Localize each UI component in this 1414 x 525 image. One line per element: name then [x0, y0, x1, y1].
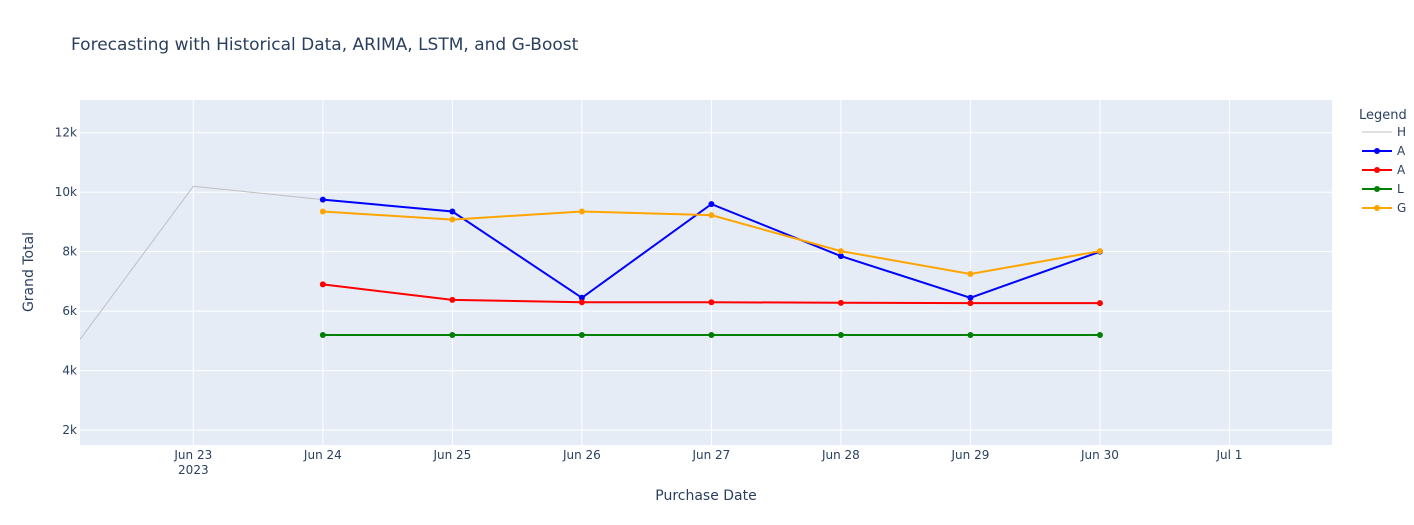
data-point [449, 296, 456, 303]
legend-label: A [1397, 144, 1406, 158]
data-point [1096, 300, 1103, 307]
y-axis-title: Grand Total [21, 232, 37, 312]
y-tick-label: 10k [55, 185, 77, 199]
x-tick-label: Jun 26 [562, 448, 601, 462]
x-tick-label: Jun 25 [432, 448, 471, 462]
plot-area [80, 100, 1332, 445]
data-point [578, 294, 585, 301]
series-1 [319, 196, 1103, 301]
y-tick-label: 12k [55, 126, 77, 140]
legend-label: G [1397, 201, 1406, 215]
data-point [967, 300, 974, 307]
y-axis-ticks: 2k 4k 6k 8k 10k 12k [55, 126, 77, 437]
x-tick-label: Jul 1 [1215, 448, 1242, 462]
series-2 [319, 281, 1103, 307]
data-point [708, 331, 715, 338]
data-point [319, 281, 326, 288]
legend-item[interactable]: A [1362, 144, 1406, 158]
legend-item[interactable]: L [1362, 182, 1404, 196]
y-tick-label: 4k [62, 364, 77, 378]
data-point [1096, 331, 1103, 338]
data-point [708, 212, 715, 219]
series-3 [319, 331, 1103, 338]
data-point [967, 270, 974, 277]
legend-marker [1374, 167, 1380, 173]
legend-item[interactable]: A [1362, 163, 1406, 177]
legend-marker [1374, 205, 1380, 211]
data-point [319, 208, 326, 215]
data-point [967, 331, 974, 338]
legend-title: Legend [1359, 108, 1407, 123]
data-point [578, 208, 585, 215]
x-axis-title: Purchase Date [655, 488, 757, 504]
data-point [708, 201, 715, 208]
data-point [837, 248, 844, 255]
x-tick-label: Jun 29 [951, 448, 990, 462]
series-4 [319, 208, 1103, 277]
data-point [578, 331, 585, 338]
legend-label: H [1397, 125, 1406, 139]
data-point [449, 331, 456, 338]
data-point [837, 253, 844, 260]
x-tick-label: Jun 28 [821, 448, 860, 462]
x-tick-sublabel: 2023 [178, 463, 209, 477]
legend-label: A [1397, 163, 1406, 177]
data-point [708, 299, 715, 306]
data-point [837, 299, 844, 306]
legend-item[interactable]: H [1362, 125, 1406, 139]
series-layer [80, 185, 1103, 340]
legend-marker [1374, 148, 1380, 154]
chart-title: Forecasting with Historical Data, ARIMA,… [71, 35, 579, 55]
legend-label: L [1397, 182, 1404, 196]
data-point [449, 216, 456, 223]
legend-marker [1374, 186, 1380, 192]
data-point [319, 196, 326, 203]
data-point [1096, 248, 1103, 255]
x-tick-label: Jun 23 [173, 448, 212, 462]
data-point [319, 331, 326, 338]
data-point [967, 294, 974, 301]
y-tick-label: 6k [62, 304, 77, 318]
data-point [837, 331, 844, 338]
series-0 [80, 185, 323, 340]
gridlines [80, 100, 1332, 445]
x-tick-label: Jun 24 [303, 448, 342, 462]
data-point [449, 208, 456, 215]
series-line [80, 185, 323, 340]
data-point [578, 299, 585, 306]
legend-item[interactable]: G [1362, 201, 1406, 215]
x-tick-label: Jun 27 [691, 448, 730, 462]
y-tick-label: 8k [62, 245, 77, 259]
y-tick-label: 2k [62, 423, 77, 437]
x-tick-label: Jun 30 [1080, 448, 1119, 462]
